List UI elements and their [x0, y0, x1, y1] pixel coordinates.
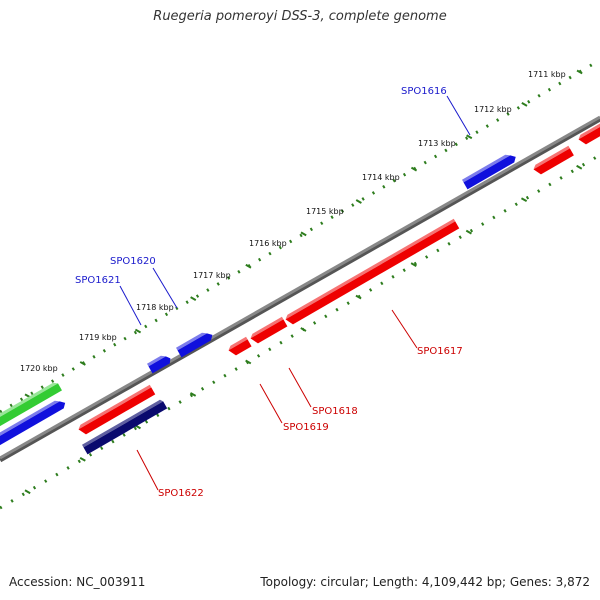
inner-tick-track — [0, 153, 600, 510]
major-tick — [189, 392, 197, 397]
major-tick — [576, 164, 583, 170]
major-tick — [300, 231, 307, 237]
major-tick — [355, 294, 362, 300]
gene-right-reverse-1[interactable] — [532, 145, 574, 177]
gene-left-forward[interactable] — [0, 397, 67, 453]
leader-lines — [119, 95, 471, 491]
major-tick — [576, 69, 583, 75]
gene-spo1618[interactable] — [249, 316, 288, 346]
gene-features — [0, 116, 600, 455]
major-tick — [520, 197, 528, 203]
major-tick — [245, 359, 252, 365]
gene-spo1620[interactable] — [176, 329, 214, 358]
major-tick — [410, 262, 417, 267]
major-tick — [410, 166, 418, 172]
kbp-label: 1718 kbp — [136, 303, 174, 312]
kbp-label: 1717 kbp — [193, 271, 231, 280]
gene-left-green[interactable] — [0, 381, 62, 434]
kbp-label: 1712 kbp — [474, 105, 512, 114]
kbp-label: 1714 kbp — [362, 173, 400, 182]
major-tick — [465, 229, 472, 235]
gene-spo1622[interactable] — [77, 384, 156, 437]
major-tick — [190, 296, 197, 302]
gene-spo1619[interactable] — [227, 336, 252, 358]
gene-spo1616[interactable] — [462, 151, 518, 190]
genome-backbone — [0, 115, 600, 460]
kbp-label: 1713 kbp — [418, 139, 456, 148]
gene-label-spo1622: SPO1622 — [158, 488, 204, 499]
gene-right-reverse-2[interactable] — [577, 116, 600, 147]
gene-label-spo1616: SPO1616 — [401, 86, 447, 97]
major-tick — [24, 489, 31, 495]
major-tick — [521, 101, 528, 107]
major-tick — [355, 199, 362, 204]
kbp-label: 1711 kbp — [528, 70, 566, 79]
major-tick — [245, 263, 252, 269]
gene-labels: SPO1616 SPO1620 SPO1621 SPO1617 SPO1618 … — [75, 86, 463, 499]
genome-stats-text: Topology: circular; Length: 4,109,442 bp… — [260, 575, 590, 589]
gene-label-spo1620: SPO1620 — [110, 256, 156, 267]
inner-major-ticks — [24, 164, 583, 495]
gene-spo1617[interactable] — [284, 218, 460, 327]
gene-label-spo1619: SPO1619 — [283, 422, 329, 433]
major-tick — [134, 328, 142, 334]
kbp-label: 1716 kbp — [249, 239, 287, 248]
kbp-label: 1720 kbp — [20, 364, 58, 373]
gene-spo1621[interactable] — [147, 352, 172, 374]
genome-backbone-shadow — [0, 116, 600, 463]
major-tick — [79, 456, 86, 462]
major-tick — [79, 361, 86, 366]
major-tick — [300, 327, 307, 332]
kbp-label: 1715 kbp — [306, 207, 344, 216]
map-title: Ruegeria pomeroyi DSS-3, complete genome — [153, 9, 447, 24]
gene-label-spo1617: SPO1617 — [417, 346, 463, 357]
gene-label-spo1621: SPO1621 — [75, 275, 121, 286]
kbp-label: 1719 kbp — [79, 333, 117, 342]
accession-text: Accession: NC_003911 — [9, 575, 146, 589]
major-tick — [466, 134, 473, 140]
kbp-labels: 1711 kbp 1712 kbp 1713 kbp 1714 kbp 1715… — [20, 70, 566, 373]
outer-major-ticks — [24, 69, 583, 399]
gene-label-spo1618: SPO1618 — [312, 406, 358, 417]
gene-dark-feature[interactable] — [82, 399, 168, 455]
